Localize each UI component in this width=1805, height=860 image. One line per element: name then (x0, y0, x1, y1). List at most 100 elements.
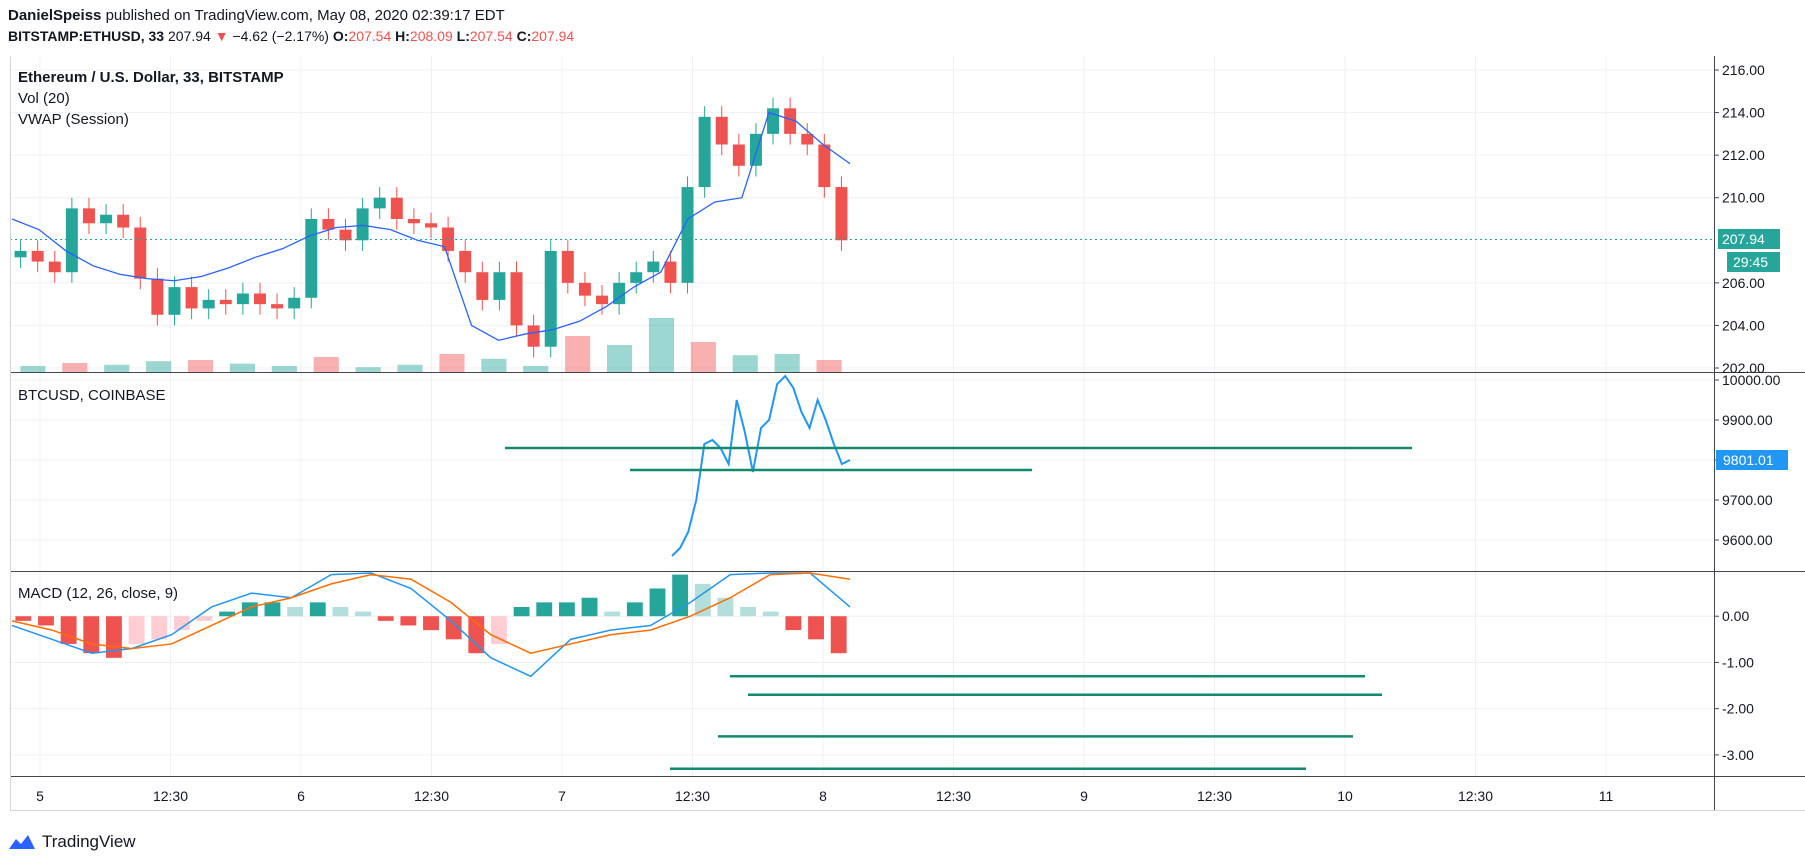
open-value: 207.54 (348, 28, 392, 44)
macd-histogram-bar (830, 616, 847, 654)
price-axis-labels[interactable]: 216.00 214.00 212.00 210.00 206.00 204.00 202.… (1714, 62, 1781, 763)
candle-body (647, 261, 660, 273)
publisher-line: DanielSpeiss published on TradingView.co… (8, 6, 574, 26)
volume-bar (439, 354, 465, 372)
macd-histogram-bar (808, 616, 824, 640)
open-label: O: (332, 28, 349, 44)
volume-bar (690, 342, 716, 372)
last-price: 207.94 (167, 28, 211, 44)
eth-pane[interactable]: Ethereum / U.S. Dollar, 33, BITSTAMP Vol… (10, 69, 1714, 372)
volume-bar (104, 364, 130, 372)
macd-histogram-bar (173, 616, 190, 631)
macd-tick-label[interactable]: -2.00 (1722, 701, 1754, 717)
candle-body (151, 278, 164, 315)
time-tick-label[interactable]: 12:30 (414, 788, 449, 804)
candle-body (373, 197, 386, 209)
time-tick-label[interactable]: 6 (297, 788, 305, 804)
eth-tick-label[interactable]: 212.00 (1722, 147, 1765, 163)
volume-bar (523, 366, 549, 372)
candles (14, 97, 848, 358)
eth-tick-label[interactable]: 214.00 (1722, 105, 1765, 121)
macd-histogram-bar (241, 602, 258, 617)
countdown-tag-text: 29:45 (1733, 254, 1768, 270)
candle-body (664, 261, 677, 283)
time-tick-label[interactable]: 12:30 (936, 788, 971, 804)
macd-histogram-bar (128, 616, 145, 644)
macd-tick-label[interactable]: 0.00 (1722, 608, 1749, 624)
time-tick-label[interactable]: 8 (819, 788, 827, 804)
btc-tick-label[interactable]: 9600.00 (1722, 532, 1773, 548)
ohlc-line: BITSTAMP:ETHUSD, 33 207.94 ▼ −4.62 (−2.1… (8, 26, 574, 46)
time-tick-label[interactable]: 7 (558, 788, 566, 804)
time-tick-label[interactable]: 11 (1599, 788, 1614, 804)
author-name[interactable]: DanielSpeiss (8, 7, 102, 24)
macd-histogram-bar (151, 616, 168, 640)
close-label: C: (516, 28, 532, 44)
volume-bar (146, 361, 172, 372)
published-text: published on TradingView.com, May 08, 20… (105, 7, 505, 24)
volume-bar (271, 366, 297, 372)
footer-brand[interactable]: TradingView (42, 832, 136, 851)
time-tick-label[interactable]: 9 (1080, 788, 1088, 804)
volume-bar (20, 366, 46, 372)
btc-last-price-tag: 9801.01 (1716, 450, 1788, 470)
eth-last-price-tag-text: 207.94 (1722, 231, 1765, 247)
tradingview-logo-icon[interactable] (8, 833, 36, 851)
candle-body (253, 293, 266, 305)
eth-tick-label[interactable]: 202.00 (1722, 360, 1765, 376)
candle-body (510, 272, 523, 326)
volume-bar (355, 367, 381, 372)
high-value: 208.09 (409, 28, 453, 44)
btc-pane[interactable]: BTCUSD, COINBASE (18, 374, 1412, 557)
time-tick-label[interactable]: 10 (1337, 788, 1353, 804)
macd-tick-label[interactable]: -3.00 (1722, 747, 1754, 763)
candle-body (202, 299, 215, 309)
macd-histogram-bar (785, 616, 802, 631)
candle-body (31, 250, 44, 262)
candle-body (596, 295, 609, 305)
btc-tick-label[interactable]: 10000.00 (1722, 372, 1781, 388)
time-tick-label[interactable]: 12:30 (1458, 788, 1493, 804)
candle-body (271, 304, 284, 309)
candle-body (390, 197, 403, 219)
candle-body (630, 272, 643, 283)
indicator-vwap[interactable]: VWAP (Session) (18, 111, 129, 128)
macd-tick-label[interactable]: -1.00 (1722, 654, 1754, 670)
time-axis-labels[interactable]: 5 12:30 6 12:30 7 12:30 8 12:30 9 12:30 10 12:30 11 (36, 788, 1613, 804)
eth-tick-label[interactable]: 204.00 (1722, 317, 1765, 333)
candle-body (493, 272, 506, 300)
macd-pane[interactable]: MACD (12, 26, close, 9) (11, 572, 1382, 771)
macd-histogram-bar (196, 616, 213, 621)
candle-body (681, 187, 694, 283)
eth-tick-label[interactable]: 216.00 (1722, 62, 1765, 78)
volume-bar (229, 363, 256, 372)
btc-tick-label[interactable]: 9700.00 (1722, 492, 1773, 508)
candle-body (613, 282, 626, 305)
macd-histogram-bar (377, 616, 394, 621)
time-tick-label[interactable]: 12:30 (1197, 788, 1232, 804)
btc-drawn-lines[interactable] (505, 446, 1412, 472)
time-tick-label[interactable]: 5 (36, 788, 44, 804)
macd-histogram-bar (672, 574, 689, 617)
macd-histogram-bar (423, 616, 439, 631)
candle-body (356, 208, 369, 241)
candle-body (527, 325, 540, 347)
macd-histogram-bar (38, 616, 54, 626)
macd-histogram-bar (309, 602, 326, 617)
macd-histogram-bar (513, 606, 530, 617)
time-tick-label[interactable]: 12:30 (675, 788, 710, 804)
high-label: H: (395, 28, 410, 44)
candle-body (219, 299, 232, 305)
time-tick-label[interactable]: 12:30 (153, 788, 188, 804)
volume-bar (62, 363, 88, 372)
volume-bar (313, 357, 339, 372)
eth-tick-label[interactable]: 206.00 (1722, 275, 1765, 291)
btc-tick-label[interactable]: 9900.00 (1722, 412, 1773, 428)
indicator-vol[interactable]: Vol (20) (18, 90, 70, 107)
eth-tick-label[interactable]: 210.00 (1722, 190, 1765, 206)
volume-bar (816, 360, 842, 372)
macd-histogram-bar (604, 611, 621, 617)
candle-body (732, 144, 745, 166)
macd-drawn-lines[interactable] (670, 675, 1382, 771)
